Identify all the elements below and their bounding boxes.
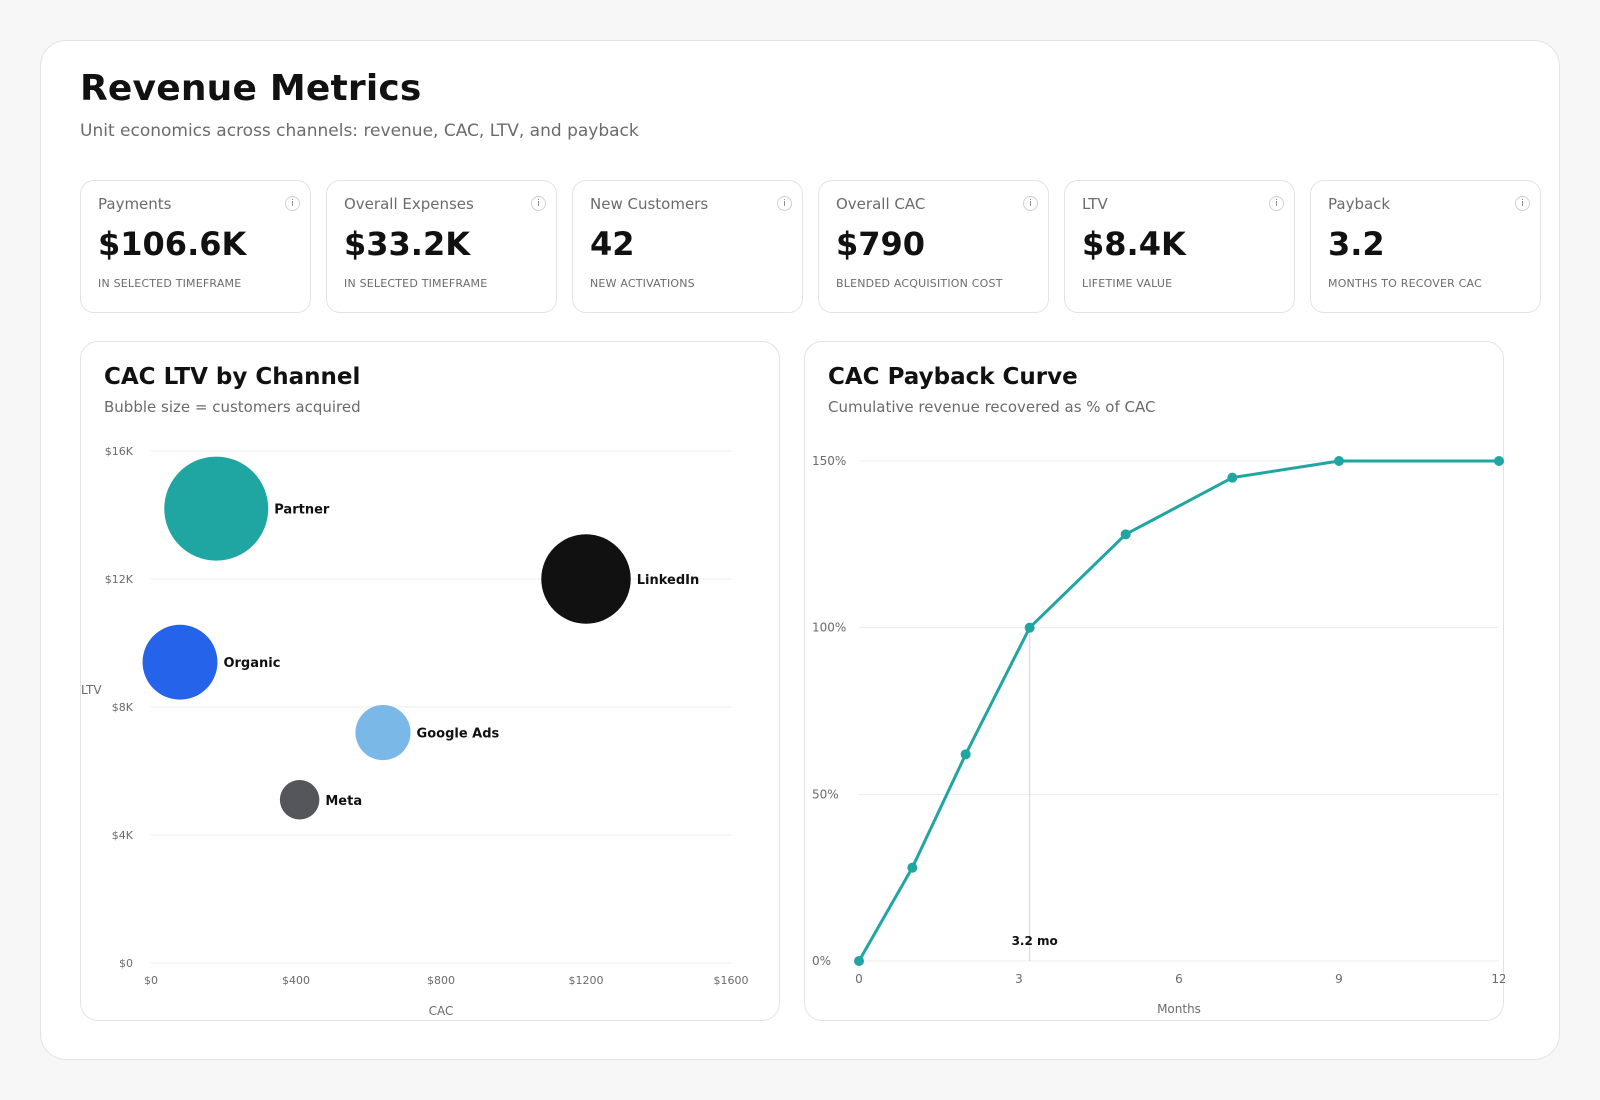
payback-point: [854, 956, 864, 966]
kpi-label: Payback: [1328, 195, 1391, 213]
info-icon[interactable]: i: [285, 196, 300, 211]
payback-line-chart: 0% 50% 100% 150% 0 3 6 9 12 Months 3.2 mo: [812, 454, 1505, 1016]
kpi-caption: BLENDED ACQUISITION COST: [836, 277, 1003, 290]
payback-point: [1494, 456, 1504, 466]
x-tick-label: 9: [1335, 972, 1343, 986]
y-tick-label: 0%: [812, 954, 831, 968]
kpi-value: $33.2K: [344, 225, 471, 263]
bubble-meta: [279, 780, 320, 820]
kpi-card-payments: Payments i $106.6K IN SELECTED TIMEFRAME: [80, 180, 311, 313]
info-icon[interactable]: i: [1269, 196, 1284, 211]
info-icon[interactable]: i: [531, 196, 546, 211]
bubble-partner: [164, 456, 269, 561]
chart-title: CAC Payback Curve: [828, 364, 1078, 390]
info-icon[interactable]: i: [1023, 196, 1038, 211]
bubble-linkedin: [541, 534, 631, 624]
bubble-google-ads: [355, 705, 411, 761]
x-tick-label: 12: [1491, 972, 1505, 986]
bubble-chart: $0 $4K $8K $12K $16K $0 $400 $800 $1200 $1600 CAC L…: [81, 445, 749, 1018]
kpi-caption: MONTHS TO RECOVER CAC: [1328, 277, 1482, 290]
payback-point: [1024, 622, 1035, 633]
payback-point: [1334, 456, 1344, 466]
x-tick-label: $400: [282, 974, 310, 987]
payback-panel: CAC Payback Curve Cumulative revenue rec…: [804, 341, 1505, 1021]
x-tick-label: $1600: [714, 974, 749, 987]
kpi-label: Overall Expenses: [344, 195, 474, 213]
kpi-caption: IN SELECTED TIMEFRAME: [98, 277, 242, 290]
bubble-label: Meta: [325, 794, 362, 809]
bubble-label: Partner: [274, 503, 330, 518]
kpi-caption: NEW ACTIVATIONS: [590, 277, 695, 290]
y-tick-label: $16K: [105, 445, 134, 458]
y-axis-label: LTV: [81, 683, 102, 697]
kpi-value: $106.6K: [98, 225, 247, 263]
kpi-value: $790: [836, 225, 926, 263]
x-tick-label: 0: [855, 972, 863, 986]
payback-point: [1227, 472, 1238, 483]
payback-point: [960, 749, 971, 760]
x-axis-label: CAC: [429, 1004, 454, 1018]
kpi-card-payback: Payback i 3.2 MONTHS TO RECOVER CAC: [1310, 180, 1541, 313]
kpi-value: 42: [590, 225, 635, 263]
chart-subtitle: Cumulative revenue recovered as % of CAC: [828, 398, 1156, 416]
y-tick-label: $12K: [105, 573, 134, 586]
bubble-label: LinkedIn: [637, 573, 700, 588]
kpi-card-overall-expenses: Overall Expenses i $33.2K IN SELECTED TI…: [326, 180, 557, 313]
cac-ltv-panel: CAC LTV by Channel Bubble size = custome…: [80, 341, 780, 1021]
kpi-value: 3.2: [1328, 225, 1385, 263]
kpi-label: Overall CAC: [836, 195, 926, 213]
x-tick-label: $800: [427, 974, 455, 987]
y-tick-label: 150%: [812, 454, 846, 468]
payback-point: [1120, 529, 1131, 540]
kpi-caption: LIFETIME VALUE: [1082, 277, 1173, 290]
kpi-card-overall-cac: Overall CAC i $790 BLENDED ACQUISITION C…: [818, 180, 1049, 313]
kpi-label: Payments: [98, 195, 172, 213]
kpi-value: $8.4K: [1082, 225, 1186, 263]
chart-subtitle: Bubble size = customers acquired: [104, 398, 361, 416]
y-tick-label: 50%: [812, 787, 839, 801]
x-tick-label: 6: [1175, 972, 1183, 986]
bubble-label: Organic: [223, 656, 280, 671]
y-tick-label: $0: [119, 957, 133, 970]
bubble-label: Google Ads: [417, 727, 500, 742]
x-tick-label: 3: [1015, 972, 1023, 986]
payback-line: [857, 459, 1499, 962]
x-axis-label: Months: [1157, 1002, 1201, 1016]
kpi-label: LTV: [1082, 195, 1108, 213]
payback-annotation: 3.2 mo: [1012, 934, 1058, 948]
y-tick-label: $4K: [112, 829, 134, 842]
x-tick-label: $1200: [569, 974, 604, 987]
x-tick-label: $0: [144, 974, 158, 987]
kpi-label: New Customers: [590, 195, 709, 213]
payback-point: [907, 862, 918, 873]
page-title: Revenue Metrics: [80, 68, 422, 109]
page-subtitle: Unit economics across channels: revenue,…: [80, 121, 639, 141]
y-tick-label: 100%: [812, 621, 846, 635]
info-icon[interactable]: i: [1515, 196, 1530, 211]
chart-title: CAC LTV by Channel: [104, 364, 361, 390]
bubble-organic: [142, 624, 218, 700]
kpi-caption: IN SELECTED TIMEFRAME: [344, 277, 488, 290]
kpi-card-new-customers: New Customers i 42 NEW ACTIVATIONS: [572, 180, 803, 313]
kpi-card-ltv: LTV i $8.4K LIFETIME VALUE: [1064, 180, 1295, 313]
y-tick-label: $8K: [112, 701, 134, 714]
info-icon[interactable]: i: [777, 196, 792, 211]
